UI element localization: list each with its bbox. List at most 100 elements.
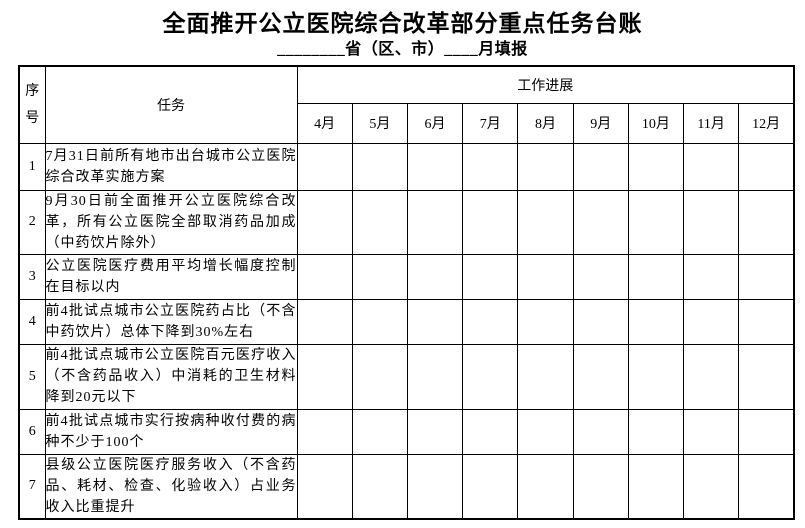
progress-cell (351, 408, 408, 455)
progress-cell (517, 343, 574, 410)
row-number: 5 (18, 343, 46, 410)
header-month-oct: 10月 (627, 102, 685, 144)
progress-cell (683, 298, 740, 345)
task-cell: 前4批试点城市公立医院药占比（不含中药饮片）总体下降到30%左右 (44, 298, 298, 345)
task-cell: 9月30日前全面推开公立医院综合改革，所有公立医院全部取消药品加成（中药饮片除外… (44, 189, 298, 255)
progress-cell (683, 408, 740, 455)
header-month-jun: 6月 (406, 102, 464, 144)
table-row: 6 前4批试点城市实行按病种收付费的病种不少于100个 (18, 408, 795, 455)
progress-cell (738, 298, 795, 345)
row-number: 2 (18, 189, 46, 255)
progress-cell (517, 298, 574, 345)
progress-cell (296, 343, 353, 410)
progress-cell (517, 253, 574, 300)
progress-cell (351, 142, 408, 191)
progress-cell (572, 189, 629, 255)
progress-cell (462, 408, 519, 455)
progress-cell (296, 408, 353, 455)
document-subtitle: ________省（区、市）____月填报 (277, 41, 528, 58)
progress-cell (406, 253, 464, 300)
row-number: 6 (18, 408, 46, 455)
progress-cell (627, 453, 685, 519)
progress-cell (683, 142, 740, 191)
progress-cell (517, 408, 574, 455)
progress-cell (406, 189, 464, 255)
progress-cell (462, 298, 519, 345)
progress-cell (627, 253, 685, 300)
table-row: 1 7月31日前所有地市出台城市公立医院综合改革实施方案 (18, 142, 795, 191)
task-cell: 7月31日前所有地市出台城市公立医院综合改革实施方案 (44, 142, 298, 191)
progress-cell (683, 343, 740, 410)
header-progress: 工作进展 (296, 65, 795, 104)
progress-cell (351, 298, 408, 345)
table-row: 3 公立医院医疗费用平均增长幅度控制在目标以内 (18, 253, 795, 300)
row-number: 4 (18, 298, 46, 345)
progress-cell (351, 343, 408, 410)
document-title: 全面推开公立医院综合改革部分重点任务台账 (162, 11, 643, 36)
progress-cell (517, 142, 574, 191)
progress-cell (351, 189, 408, 255)
header-seq: 序号 (18, 65, 46, 144)
table-row: 2 9月30日前全面推开公立医院综合改革，所有公立医院全部取消药品加成（中药饮片… (18, 189, 795, 255)
progress-cell (738, 408, 795, 455)
progress-cell (462, 453, 519, 519)
progress-cell (351, 453, 408, 519)
table-row: 4 前4批试点城市公立医院药占比（不含中药饮片）总体下降到30%左右 (18, 298, 795, 345)
progress-cell (627, 343, 685, 410)
progress-cell (627, 142, 685, 191)
progress-cell (462, 253, 519, 300)
progress-cell (296, 142, 353, 191)
progress-cell (572, 298, 629, 345)
progress-cell (296, 189, 353, 255)
progress-cell (462, 189, 519, 255)
header-month-apr: 4月 (296, 102, 353, 144)
header-month-aug: 8月 (517, 102, 574, 144)
progress-cell (462, 142, 519, 191)
progress-cell (296, 298, 353, 345)
progress-cell (572, 453, 629, 519)
progress-cell (462, 343, 519, 410)
progress-cell (406, 298, 464, 345)
document-page: 全面推开公立医院综合改革部分重点任务台账 ________省（区、市）____月… (0, 9, 805, 528)
progress-cell (517, 453, 574, 519)
row-number: 7 (18, 453, 46, 519)
header-month-jul: 7月 (462, 102, 519, 144)
progress-cell (738, 253, 795, 300)
table-row: 5 前4批试点城市公立医院百元医疗收入（不含药品收入）中消耗的卫生材料降到20元… (18, 343, 795, 410)
progress-cell (627, 408, 685, 455)
header-month-nov: 11月 (683, 102, 740, 144)
header-month-may: 5月 (351, 102, 408, 144)
progress-cell (296, 453, 353, 519)
row-number: 1 (18, 142, 46, 191)
progress-cell (572, 142, 629, 191)
task-cell: 公立医院医疗费用平均增长幅度控制在目标以内 (44, 253, 298, 300)
progress-cell (627, 298, 685, 345)
row-number: 3 (18, 253, 46, 300)
progress-cell (406, 343, 464, 410)
header-month-sep: 9月 (572, 102, 629, 144)
header-month-dec: 12月 (738, 102, 795, 144)
progress-cell (683, 453, 740, 519)
progress-cell (738, 453, 795, 519)
header-row-months: 4月 5月 6月 7月 8月 9月 10月 11月 12月 (19, 102, 795, 144)
progress-cell (683, 253, 740, 300)
task-ledger-table: 序号 任务 工作进展 4月 5月 6月 7月 8月 9月 10月 11月 12月… (18, 65, 795, 520)
progress-cell (406, 142, 464, 191)
progress-cell (296, 253, 353, 300)
task-cell: 前4批试点城市实行按病种收付费的病种不少于100个 (44, 408, 298, 455)
progress-cell (738, 189, 795, 255)
progress-cell (572, 253, 629, 300)
progress-cell (406, 408, 464, 455)
progress-cell (683, 189, 740, 255)
progress-cell (738, 343, 795, 410)
header-row-top: 序号 任务 工作进展 (18, 65, 795, 144)
table-row: 7 县级公立医院医疗服务收入（不含药品、耗材、检查、化验收入）占业务收入比重提升 (18, 453, 795, 519)
header-task: 任务 (44, 65, 298, 144)
progress-cell (738, 142, 795, 191)
task-cell: 县级公立医院医疗服务收入（不含药品、耗材、检查、化验收入）占业务收入比重提升 (44, 453, 298, 519)
task-cell: 前4批试点城市公立医院百元医疗收入（不含药品收入）中消耗的卫生材料降到20元以下 (44, 343, 298, 410)
progress-cell (351, 253, 408, 300)
progress-cell (627, 189, 685, 255)
progress-cell (572, 408, 629, 455)
progress-cell (572, 343, 629, 410)
